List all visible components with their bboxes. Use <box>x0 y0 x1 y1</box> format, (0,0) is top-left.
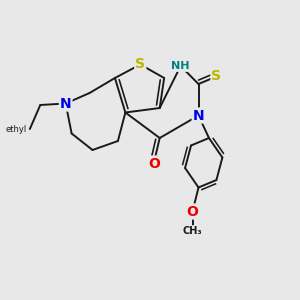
Text: O: O <box>148 157 160 170</box>
Text: N: N <box>60 97 71 110</box>
Text: NH: NH <box>171 61 190 71</box>
Text: S: S <box>212 70 221 83</box>
Text: ethyl: ethyl <box>6 124 27 134</box>
Text: N: N <box>193 109 204 122</box>
Text: O: O <box>187 205 199 218</box>
Text: S: S <box>135 58 145 71</box>
Text: CH₃: CH₃ <box>183 226 202 236</box>
